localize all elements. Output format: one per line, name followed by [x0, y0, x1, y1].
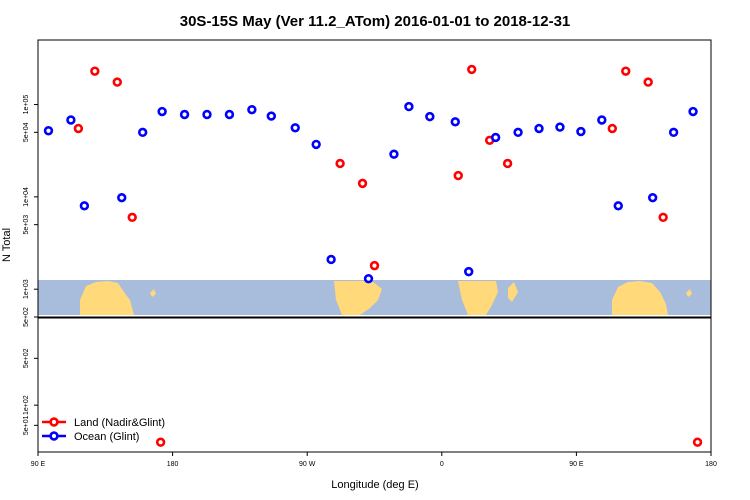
land-point	[73, 123, 84, 134]
legend-item-ocean: Ocean (Glint)	[42, 431, 139, 443]
ocean-point	[326, 254, 336, 265]
ocean-point	[647, 192, 658, 203]
lower-panel-frame	[37, 317, 712, 453]
y-tick-label: 1e+04	[23, 187, 30, 207]
ocean-point	[389, 149, 399, 159]
ocean-point	[490, 132, 501, 143]
y-tick-label: 5e+01	[23, 415, 30, 435]
ocean-point	[202, 109, 212, 120]
land-shape	[508, 282, 518, 302]
legend-item-land: Land (Nadir&Glint)	[42, 417, 165, 429]
x-tick-label: 90 E	[569, 461, 584, 468]
ocean-point	[117, 192, 127, 203]
ocean-point	[404, 101, 414, 112]
ocean-point	[137, 127, 148, 138]
ocean-point	[311, 139, 321, 150]
y-axis-label: N Total	[1, 228, 13, 262]
x-axis: 90 E 180 90 W 0 90 E 180	[31, 452, 717, 468]
land-point	[467, 64, 477, 75]
ocean-point	[464, 266, 474, 277]
x-tick-label: 90 E	[31, 461, 46, 468]
legend-marker-ocean	[49, 431, 59, 441]
x-tick-label: 180	[167, 461, 179, 468]
land-shape	[686, 289, 692, 297]
ocean-point	[555, 122, 565, 132]
ocean-point	[688, 106, 698, 117]
chart-title: 30S-15S May (Ver 11.2_ATom) 2016-01-01 t…	[180, 13, 571, 30]
x-axis-label: Longitude (deg E)	[331, 479, 418, 491]
ocean-point	[157, 106, 167, 117]
ocean-point	[363, 273, 374, 284]
land-point	[643, 77, 653, 87]
y-tick-label: 1e+03	[23, 279, 30, 299]
land-shape	[150, 289, 156, 297]
x-tick-label: 90 W	[299, 461, 316, 468]
x-tick-label: 0	[440, 461, 444, 468]
y-tick-label: 1e+02	[23, 395, 30, 415]
ocean-point	[534, 123, 544, 134]
land-point	[692, 437, 703, 447]
background-map	[38, 280, 711, 315]
ocean-point	[266, 111, 277, 121]
y-tick-label: 5e+02	[23, 307, 30, 327]
y-tick-label: 5e+03	[23, 215, 30, 235]
land-shape	[334, 281, 382, 315]
land-point	[502, 158, 513, 169]
land-point	[658, 212, 668, 223]
upper-panel-frame	[37, 39, 712, 318]
legend-label-land: Land (Nadir&Glint)	[74, 417, 165, 429]
ocean-point	[247, 104, 257, 115]
land-point	[127, 212, 137, 223]
land-point	[90, 66, 100, 76]
ocean-point	[43, 126, 54, 136]
y-tick-label: 1e+05	[23, 95, 30, 115]
land-point	[607, 123, 617, 134]
land-point	[453, 170, 463, 181]
land-point	[112, 77, 122, 87]
ocean-point	[179, 109, 190, 120]
upper-points	[43, 64, 698, 284]
land-point	[335, 158, 345, 169]
y-tick-label: 5e+04	[23, 122, 30, 142]
land-shape	[458, 281, 498, 315]
land-shape	[612, 281, 668, 315]
upper-y-axis: 5e+02 1e+03 5e+03 1e+04 5e+04 1e+05	[23, 95, 38, 327]
land-point	[369, 260, 380, 271]
x-tick-label: 180	[705, 461, 717, 468]
ocean-point	[450, 117, 460, 127]
legend: Land (Nadir&Glint) Ocean (Glint)	[42, 417, 165, 443]
ocean-point	[224, 109, 235, 120]
ocean-point	[576, 126, 586, 137]
ocean-point	[425, 111, 435, 122]
y-tick-label: 5e+02	[23, 348, 30, 368]
ocean-point	[290, 123, 300, 133]
land-point	[621, 66, 631, 76]
ocean-point	[66, 115, 76, 125]
upper-panel: 5e+02 1e+03 5e+03 1e+04 5e+04 1e+05	[23, 39, 712, 327]
land-shape	[80, 281, 134, 315]
land-point	[155, 437, 166, 447]
legend-marker-land	[49, 417, 59, 427]
ocean-point	[668, 127, 679, 138]
lower-points	[155, 437, 703, 447]
ocean-point	[513, 127, 523, 138]
land-point	[357, 178, 368, 189]
ocean-point	[597, 115, 607, 125]
ocean-point	[79, 201, 90, 211]
legend-label-ocean: Ocean (Glint)	[74, 431, 139, 443]
ocean-point	[613, 201, 623, 211]
